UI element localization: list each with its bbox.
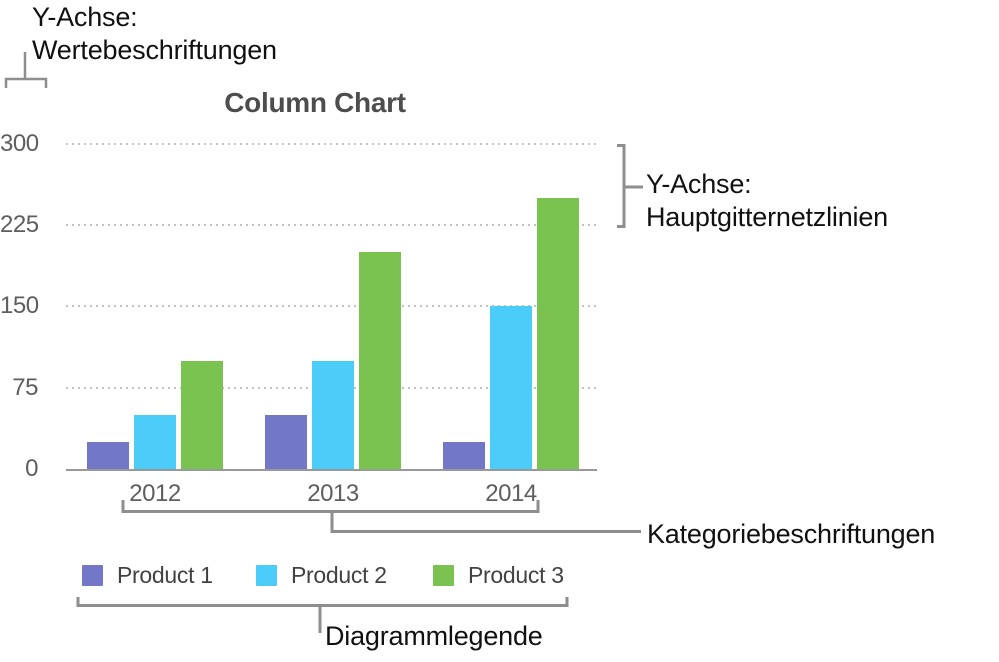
annotation-line-2: Wertebeschriftungen	[32, 35, 277, 65]
legend-item-product-3: Product 3	[433, 562, 564, 589]
x-axis-baseline	[66, 469, 597, 471]
legend-item-product-2: Product 2	[256, 562, 387, 589]
bar-product-1-2014	[443, 442, 485, 469]
bar-product-2-2014	[490, 306, 532, 469]
legend-item-product-1: Product 1	[82, 562, 213, 589]
legend-swatch-product-3	[433, 565, 454, 586]
bar-product-2-2013	[312, 361, 354, 469]
annotation-y-axis-value-labels: Y-Achse: Wertebeschriftungen	[32, 1, 277, 67]
y-axis-label-150: 150	[0, 292, 39, 319]
gridline-225	[66, 224, 597, 226]
gridline-300	[66, 143, 597, 145]
annotation-line-1: Y-Achse:	[646, 169, 752, 199]
y-axis-label-75: 75	[12, 374, 38, 401]
category-label-2014: 2014	[485, 480, 537, 507]
bar-product-1-2012	[87, 442, 129, 469]
legend-swatch-product-1	[82, 565, 103, 586]
y-axis-label-300: 300	[0, 130, 39, 157]
annotation-y-axis-gridlines: Y-Achse: Hauptgitternetzlinien	[646, 168, 888, 234]
legend-label: Product 3	[468, 562, 564, 588]
legend-label: Product 1	[117, 562, 213, 588]
y-axis-label-225: 225	[0, 211, 39, 238]
bar-product-3-2013	[359, 252, 401, 469]
gridline-150	[66, 305, 597, 307]
bar-product-1-2013	[265, 415, 307, 469]
annotation-category-labels: Kategoriebeschriftungen	[647, 519, 936, 549]
legend-swatch-product-2	[256, 565, 277, 586]
y-axis-label-0: 0	[25, 455, 38, 482]
annotation-line-2: Hauptgitternetzlinien	[646, 202, 888, 232]
bar-product-3-2012	[181, 361, 223, 469]
category-label-2013: 2013	[307, 480, 359, 507]
category-label-2012: 2012	[129, 480, 181, 507]
bar-product-2-2012	[134, 415, 176, 469]
gridlines-bracket	[617, 144, 643, 228]
annotation-line-1: Y-Achse:	[32, 2, 138, 32]
chart-title: Column Chart	[224, 87, 406, 118]
legend-label: Product 2	[291, 562, 387, 588]
bar-product-3-2014	[537, 198, 579, 469]
annotation-chart-legend: Diagrammlegende	[325, 621, 543, 651]
